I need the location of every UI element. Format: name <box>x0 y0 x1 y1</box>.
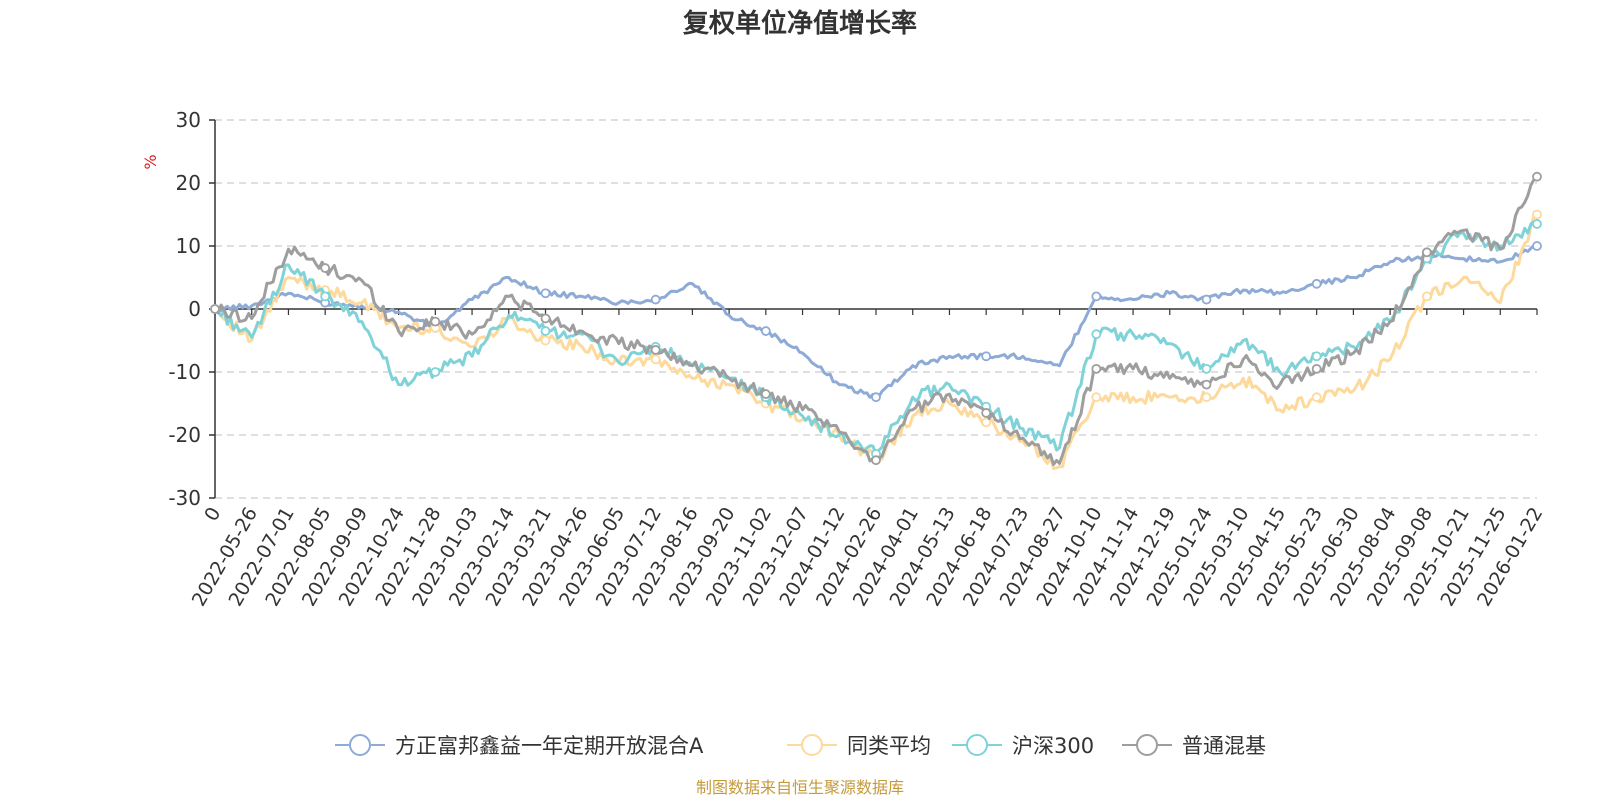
data-point <box>540 335 551 346</box>
data-point <box>1532 209 1542 220</box>
series-1 <box>210 209 1542 470</box>
data-point <box>1421 247 1432 258</box>
y-tick-label: 0 <box>188 297 201 321</box>
legend-marker <box>966 734 988 756</box>
data-point <box>981 408 992 418</box>
data-point <box>981 351 992 362</box>
legend-label: 普通混基 <box>1182 734 1266 758</box>
data-point <box>650 345 661 355</box>
data-point <box>1091 291 1102 302</box>
data-point <box>760 389 771 399</box>
data-point <box>1311 363 1322 374</box>
series-2 <box>210 219 1542 459</box>
data-point <box>1311 392 1322 403</box>
data-point <box>540 288 551 299</box>
series-0 <box>210 241 1542 403</box>
legend-item[interactable]: 普通混基 <box>1122 734 1266 758</box>
data-point <box>540 313 551 324</box>
data-point <box>1201 363 1212 374</box>
series-line <box>213 220 1538 456</box>
data-point <box>1091 392 1102 403</box>
data-point <box>650 294 661 305</box>
legend-item[interactable]: 同类平均 <box>787 734 931 758</box>
data-point <box>1091 363 1102 374</box>
series-3 <box>210 171 1542 466</box>
data-point <box>871 392 881 403</box>
data-point <box>760 326 771 336</box>
data-point <box>1421 291 1432 302</box>
data-point <box>1201 294 1212 305</box>
y-tick-label: -10 <box>168 360 201 384</box>
data-point <box>1532 171 1542 182</box>
series-group <box>210 171 1542 470</box>
data-point <box>430 367 441 377</box>
y-axis-unit: % <box>141 154 160 169</box>
legend-label: 方正富邦鑫益一年定期开放混合A <box>395 734 704 758</box>
y-tick-label: -30 <box>168 486 201 510</box>
legend-label: 沪深300 <box>1012 734 1094 758</box>
data-point <box>1201 392 1212 403</box>
y-tick-label: 30 <box>176 108 201 132</box>
y-tick-label: 10 <box>176 234 201 258</box>
data-point <box>320 291 331 302</box>
data-point <box>1091 329 1102 340</box>
data-point <box>650 354 661 365</box>
data-point <box>1201 379 1212 390</box>
series-line <box>214 213 1538 470</box>
data-point <box>1311 351 1322 362</box>
data-point <box>1311 278 1322 289</box>
series-line <box>214 243 1538 399</box>
y-tick-label: -20 <box>168 423 201 447</box>
x-tick-label: 0 <box>200 504 225 525</box>
legend-label: 同类平均 <box>847 734 931 758</box>
legend-item[interactable]: 方正富邦鑫益一年定期开放混合A <box>335 734 704 758</box>
chart-title: 复权单位净值增长率 <box>683 8 917 39</box>
data-point <box>210 304 220 314</box>
legend-item[interactable]: 沪深300 <box>952 734 1094 758</box>
data-point <box>1532 219 1542 229</box>
legend-marker <box>349 734 371 756</box>
y-tick-label: 20 <box>176 171 201 195</box>
legend-marker <box>801 734 823 756</box>
legend[interactable]: 方正富邦鑫益一年定期开放混合A 同类平均 沪深300 普通混基 <box>335 734 1266 758</box>
data-point <box>981 417 992 428</box>
data-point <box>1532 241 1542 251</box>
data-point <box>540 326 551 336</box>
data-point <box>320 263 331 273</box>
source-footer: 制图数据来自恒生聚源数据库 <box>696 778 904 797</box>
data-point <box>871 455 881 466</box>
data-point <box>430 316 441 327</box>
y-axis-ticks: 30 20 10 0 -10 -20 -30 <box>168 108 215 510</box>
legend-marker <box>1136 734 1158 756</box>
